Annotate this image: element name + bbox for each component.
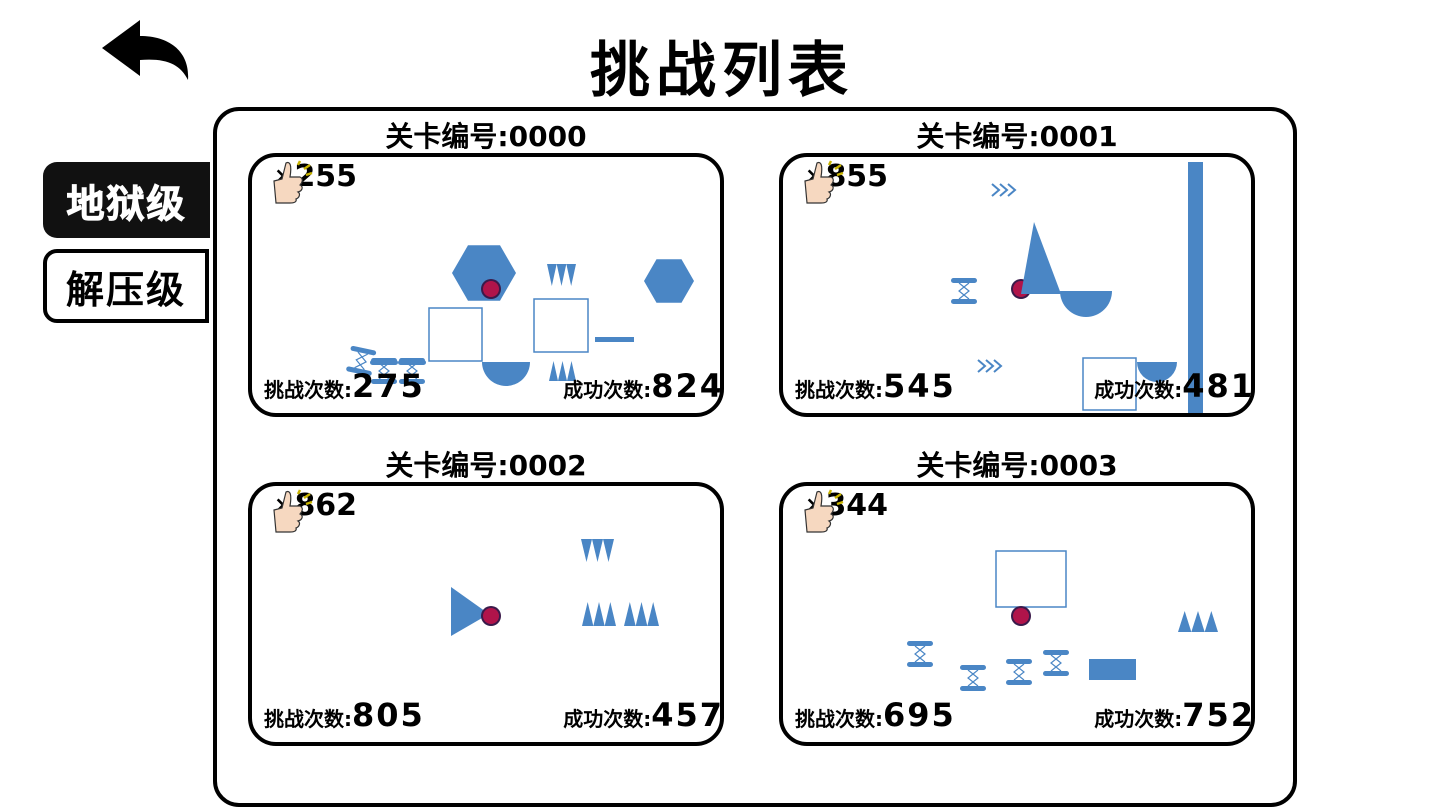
box-outline	[533, 298, 589, 353]
triangle-obstacle	[451, 587, 489, 636]
attempts-stat: 挑战次数: 695	[795, 696, 956, 734]
success-label: 成功次数:	[1094, 707, 1183, 731]
likes-value: 344	[825, 488, 889, 523]
attempts-value: 805	[352, 696, 425, 734]
spring	[907, 641, 933, 667]
success-stat: 成功次数: 824	[563, 367, 724, 405]
box-outline	[995, 550, 1067, 608]
success-stat: 成功次数: 752	[1094, 696, 1255, 734]
success-stat: 成功次数: 457	[563, 696, 724, 734]
attempts-label: 挑战次数:	[795, 707, 883, 731]
box-outline	[428, 307, 483, 362]
level-card[interactable]: ×255 挑战次数:275 成功次数:824	[248, 153, 724, 417]
success-stat: 成功次数: 481	[1094, 367, 1255, 405]
success-label: 成功次数:	[1094, 378, 1183, 402]
speed-arrows	[991, 183, 1017, 197]
spring	[1043, 650, 1069, 676]
spiked-ball	[481, 279, 501, 299]
likes-value: 255	[294, 159, 358, 194]
spring	[960, 665, 986, 691]
page-title: 挑战列表	[590, 36, 854, 106]
spiked-ball	[1011, 606, 1031, 626]
thumbs-up-icon	[804, 160, 844, 204]
spiked-ball	[481, 606, 501, 626]
attempts-label: 挑战次数:	[264, 707, 352, 731]
back-button[interactable]	[100, 18, 192, 84]
level-number: 关卡编号:0000	[385, 120, 587, 153]
level-number: 关卡编号:0003	[916, 449, 1118, 482]
spring	[951, 278, 977, 304]
attempts-stat: 挑战次数: 545	[795, 367, 956, 405]
thumbs-up-icon	[273, 489, 313, 533]
likes-value: 855	[825, 159, 889, 194]
triangle-obstacle	[1021, 222, 1061, 294]
spikes	[582, 602, 616, 626]
likes-count: ×255	[270, 159, 358, 204]
spring	[1006, 659, 1032, 685]
attempts-label: 挑战次数:	[795, 378, 883, 402]
spring	[399, 358, 425, 384]
half-circle	[1060, 291, 1112, 317]
likes-count: ×862	[270, 488, 358, 533]
thumbs-up-icon	[273, 160, 313, 204]
level-card[interactable]: ×862 挑战次数:805 成功次数:457	[248, 482, 724, 746]
tab-relax-level[interactable]: 解压级	[43, 249, 209, 323]
spikes	[549, 361, 576, 381]
likes-count: ×344	[801, 488, 889, 533]
success-label: 成功次数:	[563, 378, 652, 402]
platform	[1188, 162, 1203, 413]
level-number: 关卡编号:0002	[385, 449, 587, 482]
half-circle	[1137, 362, 1177, 382]
spikes	[547, 264, 576, 286]
attempts-label: 挑战次数:	[264, 378, 352, 402]
success-value: 752	[1182, 696, 1255, 734]
thumbs-up-icon	[804, 489, 844, 533]
attempts-value: 545	[883, 367, 956, 405]
level-card[interactable]: ×855 挑战次数:545 成功次数:481	[779, 153, 1255, 417]
spikes	[624, 602, 659, 626]
box-outline	[1082, 357, 1137, 411]
likes-count: ×855	[801, 159, 889, 204]
attempts-stat: 挑战次数: 275	[264, 367, 425, 405]
hexagon-obstacle	[644, 259, 694, 303]
success-value: 457	[651, 696, 724, 734]
attempts-value: 695	[883, 696, 956, 734]
platform	[1089, 659, 1136, 680]
success-label: 成功次数:	[563, 707, 652, 731]
attempts-value: 275	[352, 367, 425, 405]
back-arrow-icon	[102, 20, 189, 80]
tab-hell-level[interactable]: 地狱级	[43, 162, 210, 238]
speed-arrows	[977, 359, 1003, 373]
attempts-stat: 挑战次数: 805	[264, 696, 425, 734]
platform	[595, 337, 634, 342]
success-value: 824	[651, 367, 724, 405]
spring	[371, 358, 397, 384]
spikes	[1178, 611, 1218, 632]
level-card[interactable]: ×344 挑战次数:695 成功次数:752	[779, 482, 1255, 746]
success-value: 481	[1182, 367, 1255, 405]
likes-value: 862	[294, 488, 358, 523]
half-circle	[482, 362, 530, 386]
spring	[346, 345, 377, 376]
level-number: 关卡编号:0001	[916, 120, 1118, 153]
spikes	[581, 539, 614, 562]
